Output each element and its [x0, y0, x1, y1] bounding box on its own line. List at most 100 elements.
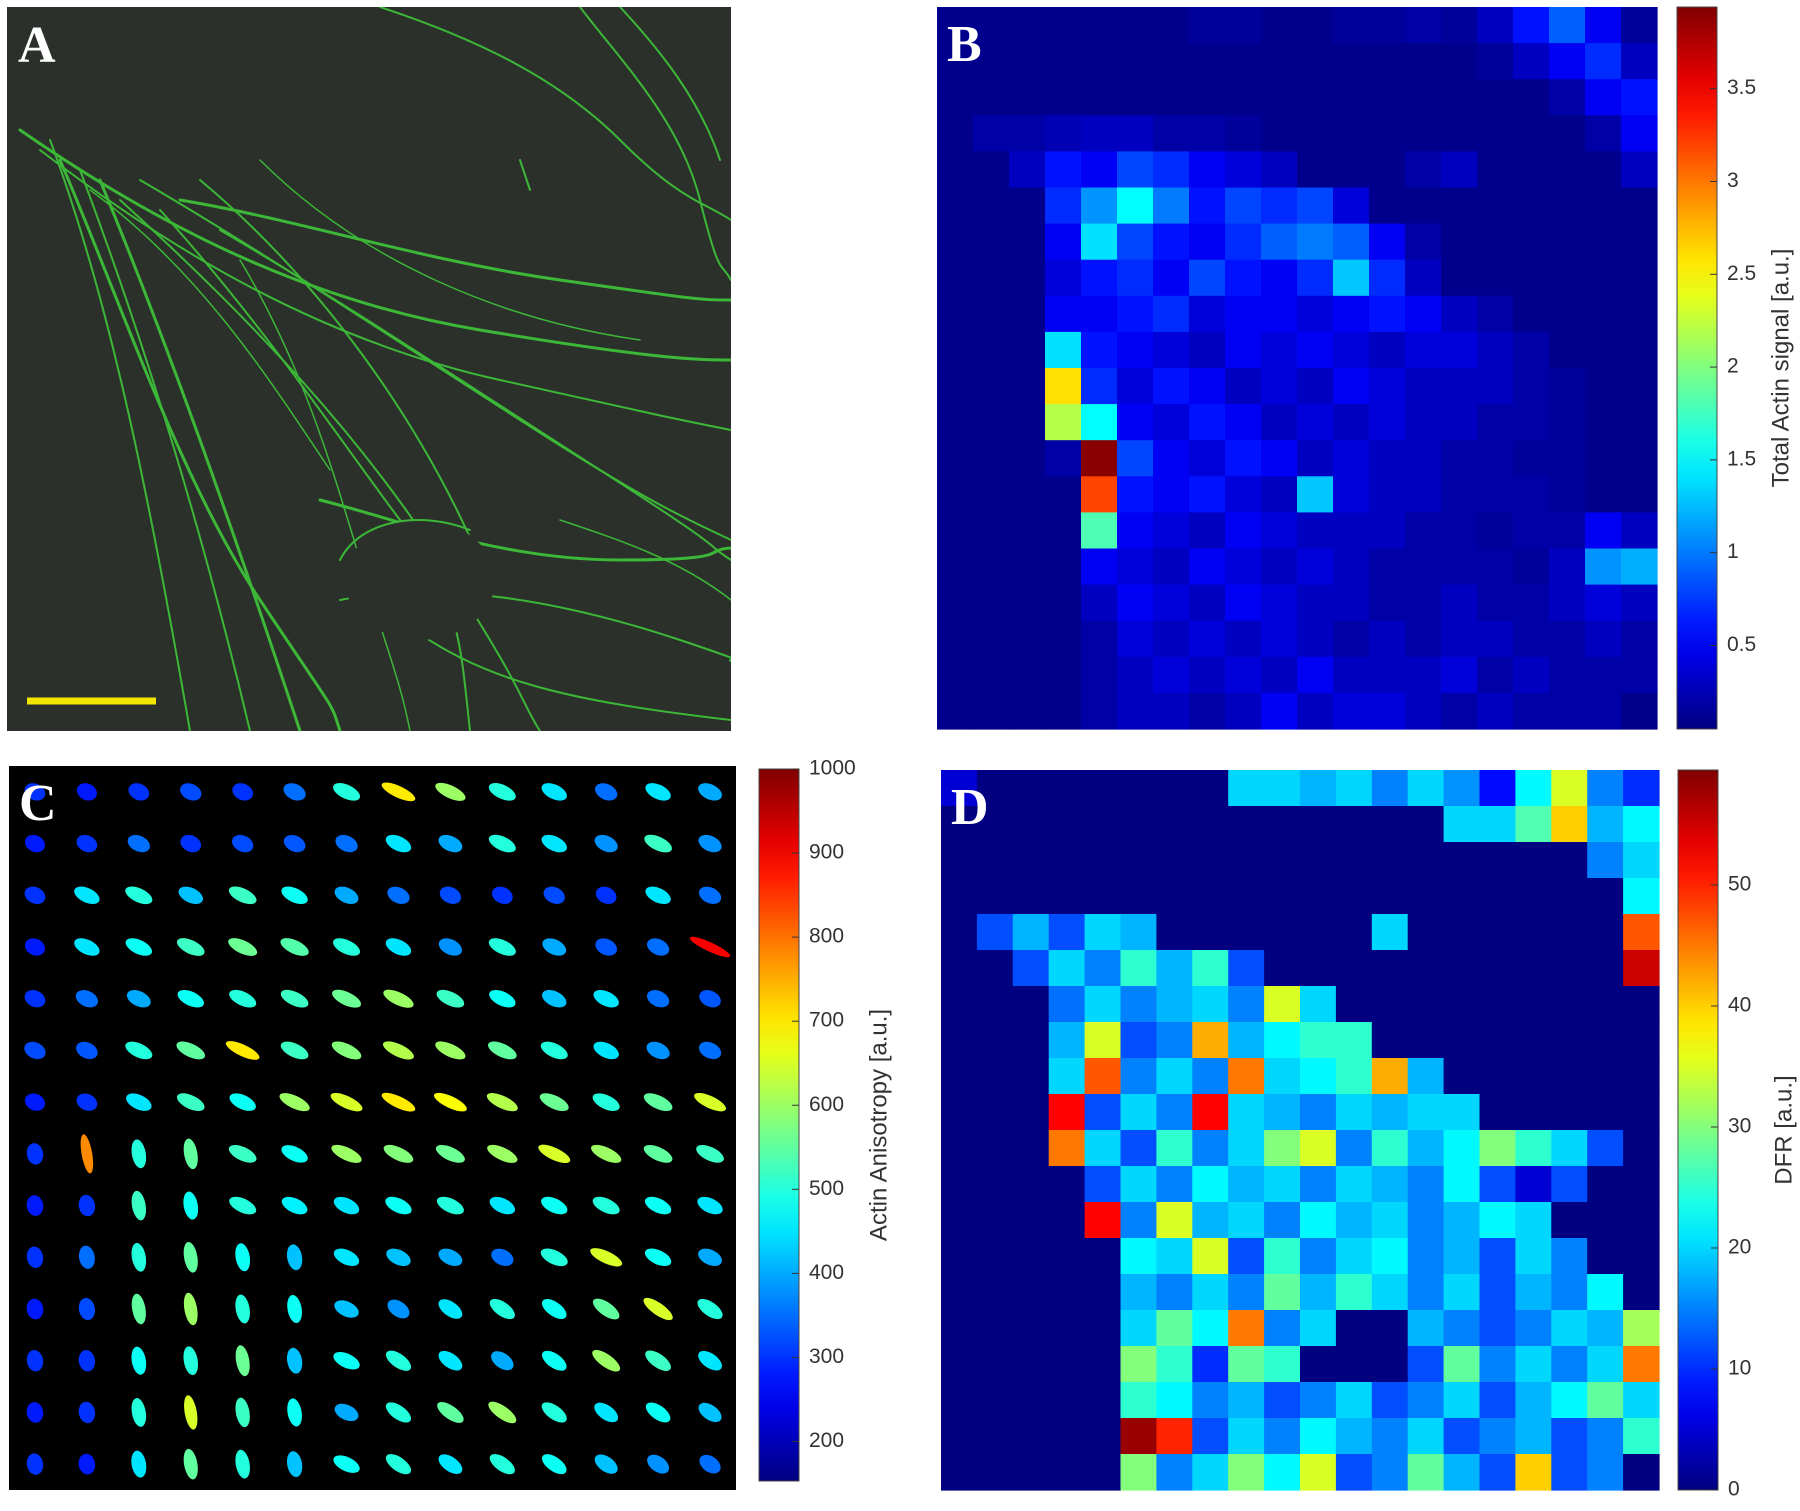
heatmap-cell [1045, 115, 1082, 152]
heatmap-cell [1513, 43, 1550, 80]
heatmap-cell [1081, 115, 1118, 152]
heatmap-cell [1228, 914, 1265, 951]
heatmap-cell [1551, 1022, 1588, 1059]
heatmap-cell [1189, 656, 1226, 694]
heatmap-cell [1335, 914, 1373, 951]
heatmap-cell [1189, 295, 1226, 333]
heatmap-cell [1264, 1166, 1301, 1203]
heatmap-cell [1551, 1418, 1588, 1455]
heatmap-cell [1407, 914, 1445, 951]
heatmap-cell [1228, 806, 1265, 843]
heatmap-cell [1443, 1094, 1481, 1131]
heatmap-cell [1264, 1202, 1301, 1239]
anisotropy-glyph [489, 1196, 516, 1215]
heatmap-cell [1441, 295, 1478, 333]
heatmap-cell [1261, 259, 1298, 297]
heatmap-cell [1479, 1454, 1516, 1491]
anisotropy-glyph [184, 1395, 198, 1430]
heatmap-cell [941, 770, 978, 807]
anisotropy-glyph [78, 1350, 96, 1372]
heatmap-cell [1153, 512, 1190, 550]
heatmap-cell [1405, 656, 1442, 694]
heatmap-cell [1441, 259, 1478, 297]
heatmap-cell [973, 79, 1010, 116]
anisotropy-glyph [24, 938, 46, 956]
heatmap-cell [1048, 878, 1086, 915]
anisotropy-glyph [334, 1403, 359, 1422]
anisotropy-glyph [542, 990, 567, 1008]
heatmap-cell [1189, 476, 1226, 513]
heatmap-cell [1371, 914, 1409, 951]
heatmap-cell [1117, 620, 1154, 658]
heatmap-cell [1443, 1058, 1481, 1095]
anisotropy-glyph [592, 1196, 620, 1215]
heatmap-cell [1407, 1382, 1445, 1419]
anisotropy-glyph [541, 1350, 567, 1371]
heatmap-cell [1153, 151, 1190, 189]
heatmap-cell [1443, 1022, 1481, 1059]
heatmap-cell [1084, 1274, 1122, 1311]
heatmap-cell [1477, 79, 1514, 116]
heatmap-cell [1261, 692, 1298, 730]
heatmap-cell [973, 331, 1010, 369]
heatmap-cell [1297, 115, 1334, 152]
heatmap-cell [1549, 620, 1586, 658]
heatmap-cell [1441, 476, 1478, 513]
heatmap-cell [1081, 620, 1118, 658]
anisotropy-glyph [386, 1248, 411, 1266]
heatmap-cell [1585, 620, 1622, 658]
heatmap-cell [976, 1094, 1014, 1131]
heatmap-cell [1045, 151, 1082, 189]
heatmap-cell [1153, 692, 1190, 730]
heatmap-cell [937, 43, 974, 80]
anisotropy-glyph [333, 1248, 360, 1267]
heatmap-cell [1443, 878, 1481, 915]
heatmap-cell [1585, 476, 1622, 513]
heatmap-cell [1371, 1454, 1409, 1491]
anisotropy-glyph [435, 782, 466, 801]
colorbar [758, 768, 800, 1482]
anisotropy-glyph [436, 1196, 464, 1215]
heatmap-cell [937, 223, 974, 261]
heatmap-cell [1585, 656, 1622, 694]
heatmap-cell [1335, 1238, 1373, 1275]
heatmap-cell [973, 440, 1010, 477]
heatmap-cell [1048, 1274, 1086, 1311]
heatmap-cell [1009, 7, 1046, 44]
heatmap-cell [1084, 1382, 1122, 1419]
anisotropy-glyph [334, 1300, 359, 1318]
heatmap-cell [1479, 1238, 1516, 1275]
anisotropy-glyph [286, 1347, 303, 1374]
anisotropy-glyph [698, 834, 722, 853]
heatmap-cell [1048, 1022, 1086, 1059]
heatmap-cell [1264, 914, 1301, 951]
heatmap-cell [1333, 187, 1370, 225]
anisotropy-glyph [286, 1244, 303, 1271]
heatmap-cell [1261, 79, 1298, 116]
heatmap-cell [1443, 1346, 1481, 1383]
heatmap-cell [1407, 878, 1445, 915]
heatmap-cell [1192, 986, 1229, 1023]
heatmap-cell [1549, 692, 1586, 730]
heatmap-cell [941, 842, 978, 879]
anisotropy-glyph [541, 834, 567, 853]
heatmap-cell [1369, 151, 1406, 189]
heatmap-cell [1587, 1022, 1624, 1059]
heatmap-cell [1513, 584, 1550, 622]
heatmap-cell [1441, 151, 1478, 189]
heatmap-cell [1156, 986, 1193, 1023]
heatmap-cell [1081, 259, 1118, 297]
anisotropy-glyph [543, 886, 565, 904]
anisotropy-glyph [24, 1093, 46, 1111]
heatmap-cell [1084, 806, 1122, 843]
heatmap-cell [1477, 223, 1514, 261]
heatmap-cell [1012, 1274, 1050, 1311]
heatmap-cell [1513, 187, 1550, 225]
heatmap-cell [973, 115, 1010, 152]
heatmap-cell [1513, 440, 1550, 477]
heatmap-cell [1084, 1166, 1122, 1203]
heatmap-cell [1189, 79, 1226, 116]
heatmap-cell [1585, 79, 1622, 116]
heatmap-cell [1515, 1418, 1552, 1455]
anisotropy-glyph [646, 938, 670, 956]
